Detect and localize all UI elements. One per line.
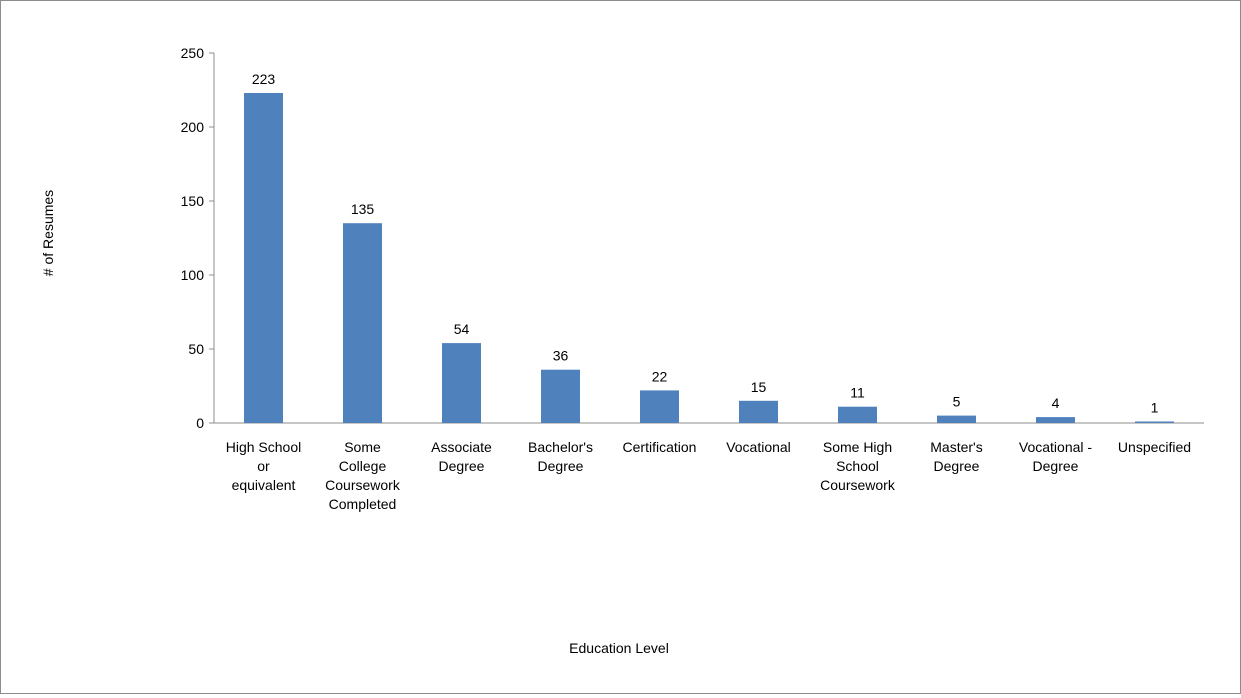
bar [244,93,283,423]
y-tick-label: 100 [181,267,205,283]
bar [640,390,679,423]
data-label: 135 [351,201,375,217]
data-label: 36 [553,348,569,364]
category-labels: High School or equivalent Some College Course… [226,439,1191,512]
bars [244,93,1174,423]
bar [442,343,481,423]
category-label: Unspecified [1118,439,1191,455]
bar [937,415,976,423]
category-label: Master's Degree [930,439,982,474]
data-label: 11 [850,385,865,401]
category-label: Vocational -Degree [1019,439,1092,474]
y-tick-label: 50 [188,341,204,357]
data-label: 1 [1151,400,1159,416]
bar [343,223,382,423]
data-label: 54 [454,321,470,337]
category-label: Some College Coursework Completed [325,439,401,512]
category-label: High School or equivalent [226,439,302,493]
bar [739,400,778,423]
data-label: 15 [751,379,767,395]
y-axis: 0 50 100 150 200 250 [181,45,1204,431]
category-label: Bachelor's Degree [528,439,593,474]
category-label: Some High School Coursework [820,439,896,493]
y-tick-label: 200 [181,119,205,135]
category-label: Certification [623,439,697,455]
bar [838,406,877,423]
x-axis-title: Education Level [569,640,669,656]
category-label: Associate Degree [431,439,492,474]
data-label: 223 [252,71,276,87]
data-label: 22 [652,368,668,384]
y-axis-title: # of Resumes [40,190,56,276]
bar [541,369,580,423]
y-tick-label: 250 [181,45,205,61]
y-tick-label: 0 [196,415,204,431]
bar [1036,417,1075,423]
y-tick-label: 150 [181,193,205,209]
bar [1135,421,1174,423]
category-label: Vocational [726,439,791,455]
data-label: 5 [953,394,961,410]
data-label: 4 [1052,395,1060,411]
